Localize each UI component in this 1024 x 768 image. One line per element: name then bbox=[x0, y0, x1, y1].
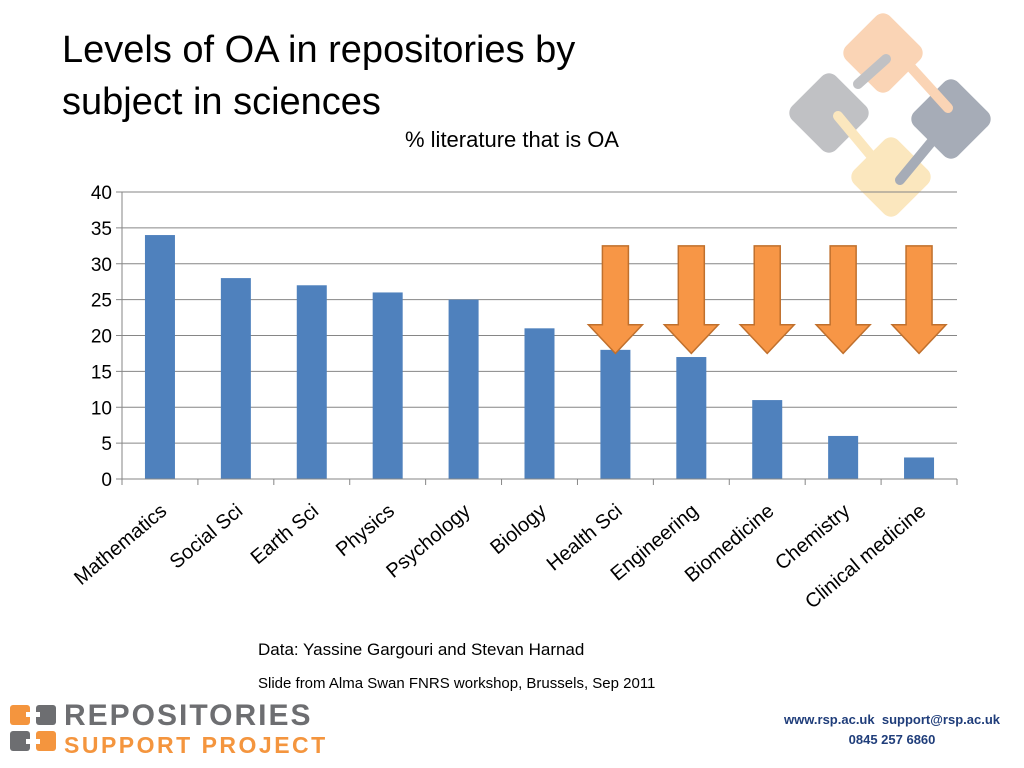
bar-social-sci bbox=[220, 278, 251, 479]
x-category-label: Psychology bbox=[382, 500, 474, 583]
y-tick-label: 35 bbox=[91, 219, 112, 240]
chart-title: % literature that is OA bbox=[405, 127, 619, 152]
bar-health-sci bbox=[600, 349, 631, 479]
brand-name-top: REPOSITORIES bbox=[64, 699, 313, 732]
down-arrow-icon bbox=[814, 245, 872, 355]
y-tick-label: 15 bbox=[91, 362, 112, 383]
slide-credit: Slide from Alma Swan FNRS workshop, Brus… bbox=[258, 675, 656, 692]
x-category-label: Earth Sci bbox=[247, 500, 323, 569]
bar-clinical-medicine bbox=[904, 457, 935, 479]
brand-name-bottom: SUPPORT PROJECT bbox=[64, 732, 328, 758]
y-tick-label: 0 bbox=[101, 470, 112, 491]
x-category-label: Biology bbox=[486, 500, 550, 559]
y-tick-label: 30 bbox=[91, 255, 112, 276]
x-category-label: Social Sci bbox=[166, 500, 247, 573]
bar-physics bbox=[372, 292, 403, 479]
slide-title: Levels of OA in repositories by subject … bbox=[62, 24, 702, 128]
bar-engineering bbox=[676, 357, 707, 479]
down-arrow-icon bbox=[586, 245, 645, 355]
email-link[interactable]: support@rsp.ac.uk bbox=[881, 712, 1000, 727]
data-credit: Data: Yassine Gargouri and Stevan Harnad bbox=[258, 640, 585, 659]
y-tick-label: 25 bbox=[91, 291, 112, 312]
slide-title-line-2: subject in sciences bbox=[62, 81, 381, 123]
down-arrow-icon bbox=[738, 245, 796, 355]
website-link[interactable]: www.rsp.ac.uk bbox=[784, 712, 875, 727]
bar-psychology bbox=[448, 299, 479, 479]
y-tick-label: 40 bbox=[91, 183, 112, 204]
down-arrow-icon bbox=[890, 245, 948, 355]
down-arrow-icon bbox=[662, 245, 721, 355]
y-tick-label: 20 bbox=[91, 327, 112, 348]
phone-number: 0845 257 6860 bbox=[848, 732, 936, 747]
bar-biology bbox=[524, 328, 555, 479]
rsp-logo-icon bbox=[10, 705, 56, 751]
bar-earth-sci bbox=[296, 285, 327, 479]
x-category-label: Mathematics bbox=[70, 500, 171, 590]
y-tick-label: 5 bbox=[101, 434, 112, 455]
puzzle-logo-decoration bbox=[789, 13, 991, 217]
y-tick-label: 10 bbox=[91, 398, 112, 419]
x-category-label: Physics bbox=[332, 500, 399, 561]
slide-title-line-1: Levels of OA in repositories by bbox=[62, 29, 576, 71]
bar-chemistry bbox=[828, 435, 859, 479]
bar-biomedicine bbox=[752, 400, 783, 479]
bar-mathematics bbox=[144, 235, 175, 479]
contact-info: www.rsp.ac.uk support@rsp.ac.uk 0845 257… bbox=[784, 710, 1000, 750]
